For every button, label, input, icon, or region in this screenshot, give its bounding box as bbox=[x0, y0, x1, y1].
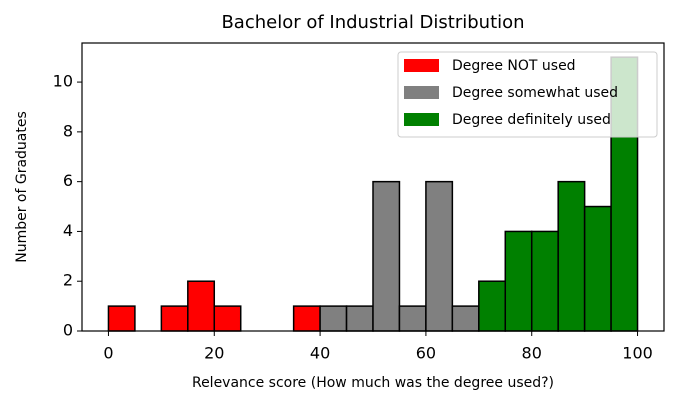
y-tick-label: 10 bbox=[53, 72, 73, 91]
histogram-bar bbox=[451, 305, 480, 332]
histogram-bar bbox=[372, 180, 401, 332]
legend-box bbox=[397, 51, 658, 138]
histogram-bar bbox=[557, 180, 586, 332]
legend-swatch bbox=[404, 113, 439, 126]
histogram-bar bbox=[398, 305, 427, 332]
x-tick-label: 20 bbox=[204, 344, 224, 363]
histogram-bar bbox=[292, 305, 321, 332]
legend-swatch bbox=[404, 59, 439, 72]
histogram-bar bbox=[504, 230, 533, 332]
y-tick-label: 2 bbox=[63, 271, 73, 290]
chart-title: Bachelor of Industrial Distribution bbox=[221, 12, 524, 33]
plot-frame bbox=[81, 42, 665, 332]
histogram-bar bbox=[583, 205, 612, 332]
x-axis-label: Relevance score (How much was the degree… bbox=[192, 375, 554, 391]
legend-swatch bbox=[404, 86, 439, 99]
histogram-bar bbox=[187, 280, 216, 332]
y-tick-label: 0 bbox=[63, 321, 73, 340]
histogram-bar bbox=[478, 280, 507, 332]
histogram-bar bbox=[213, 305, 242, 332]
histogram-bar bbox=[345, 305, 374, 332]
y-tick-label: 4 bbox=[63, 221, 73, 240]
histogram-bar bbox=[425, 180, 454, 332]
y-tick-label: 6 bbox=[63, 171, 73, 190]
histogram-bar bbox=[160, 305, 189, 332]
x-tick-label: 80 bbox=[522, 344, 542, 363]
x-tick-label: 100 bbox=[622, 344, 653, 363]
y-axis-label: Number of Graduates bbox=[14, 111, 30, 263]
legend-label: Degree NOT used bbox=[452, 58, 576, 74]
x-tick-label: 40 bbox=[310, 344, 330, 363]
histogram-bar bbox=[107, 305, 136, 332]
legend-label: Degree somewhat used bbox=[452, 85, 618, 101]
legend-label: Degree definitely used bbox=[452, 112, 611, 128]
x-tick-label: 60 bbox=[416, 344, 436, 363]
x-tick-label: 0 bbox=[103, 344, 113, 363]
histogram-bar bbox=[319, 305, 348, 332]
y-tick-label: 8 bbox=[63, 121, 73, 140]
histogram-bar bbox=[530, 230, 559, 332]
